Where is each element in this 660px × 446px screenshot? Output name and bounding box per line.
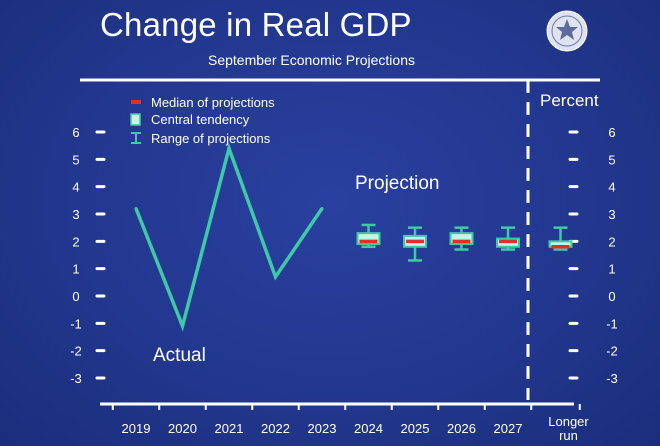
left-y-tick-label: 0 bbox=[72, 289, 79, 304]
actual-data-point bbox=[274, 275, 277, 279]
unit-label: Percent bbox=[540, 91, 599, 110]
chart-subtitle: September Economic Projections bbox=[208, 52, 415, 68]
projection-marker bbox=[449, 226, 474, 251]
legend-range-swatch bbox=[131, 132, 141, 144]
actual-data-point bbox=[320, 207, 324, 211]
series-layer bbox=[134, 142, 573, 332]
right-y-tick-label: -1 bbox=[606, 316, 618, 331]
left-y-tick-label: 3 bbox=[72, 207, 79, 222]
legend-central-label: Central tendency bbox=[151, 112, 250, 127]
left-y-tick-label: 2 bbox=[72, 234, 79, 249]
x-tick-label: 2019 bbox=[122, 421, 151, 436]
projection-marker bbox=[496, 226, 520, 251]
x-tick-label: 2021 bbox=[215, 421, 244, 436]
legend-median-label: Median of projections bbox=[151, 95, 275, 110]
x-tick-label: 2023 bbox=[308, 421, 337, 436]
left-y-tick-label: -2 bbox=[70, 344, 82, 359]
left-y-tick-label: 1 bbox=[72, 262, 79, 277]
x-tick-label: 2024 bbox=[354, 421, 383, 436]
x-tick-label: 2026 bbox=[447, 421, 476, 436]
chart-title: Change in Real GDP bbox=[100, 6, 412, 43]
projection-central-tendency-box bbox=[356, 232, 381, 246]
right-y-tick-label: 5 bbox=[608, 152, 615, 167]
left-y-axis: 6 5 4 3 2 1 0 -1 -2 -3 bbox=[70, 125, 106, 386]
left-y-tick-label: 4 bbox=[72, 180, 79, 195]
federal-reserve-seal-icon bbox=[546, 10, 588, 52]
right-y-tick-label: -2 bbox=[606, 344, 618, 359]
actual-gdp-line bbox=[134, 142, 324, 332]
left-y-tick-label: -3 bbox=[70, 371, 82, 386]
right-y-tick-label: 0 bbox=[608, 289, 615, 304]
right-y-tick-label: 2 bbox=[608, 234, 615, 249]
x-tick-label: 2025 bbox=[401, 421, 430, 436]
right-y-axis: 6 5 4 3 2 1 0 -1 -2 -3 bbox=[568, 125, 618, 386]
actual-label: Actual bbox=[153, 345, 206, 366]
legend-central-swatch bbox=[130, 113, 141, 126]
right-y-tick-label: 1 bbox=[608, 262, 615, 277]
projection-marker bbox=[548, 226, 573, 251]
legend-range-label: Range of projections bbox=[151, 131, 271, 146]
x-axis: 2019 2020 2021 2022 2023 2024 2025 2026 2027 Long… bbox=[100, 402, 589, 443]
left-y-tick-label: -1 bbox=[70, 316, 82, 331]
actual-data-point bbox=[227, 146, 231, 150]
x-tick-label: 2027 bbox=[494, 421, 523, 436]
projection-central-tendency-box bbox=[449, 232, 474, 246]
left-y-tick-label: 5 bbox=[72, 152, 79, 167]
actual-data-point bbox=[134, 207, 138, 211]
right-y-tick-label: 6 bbox=[608, 125, 615, 140]
x-tick-label: Longer run bbox=[548, 414, 589, 443]
actual-data-point bbox=[181, 324, 184, 328]
left-y-tick-label: 6 bbox=[72, 125, 79, 140]
projection-label: Projection bbox=[355, 173, 440, 194]
legend: Median of projections Central tendency R… bbox=[130, 95, 275, 146]
x-tick-label: 2020 bbox=[168, 421, 197, 436]
projection-marker bbox=[403, 226, 427, 262]
right-y-tick-label: 3 bbox=[608, 207, 615, 222]
projection-marker bbox=[356, 223, 381, 249]
right-y-tick-label: -3 bbox=[606, 371, 618, 386]
x-tick-label: 2022 bbox=[261, 421, 290, 436]
right-y-tick-label: 4 bbox=[608, 180, 615, 195]
